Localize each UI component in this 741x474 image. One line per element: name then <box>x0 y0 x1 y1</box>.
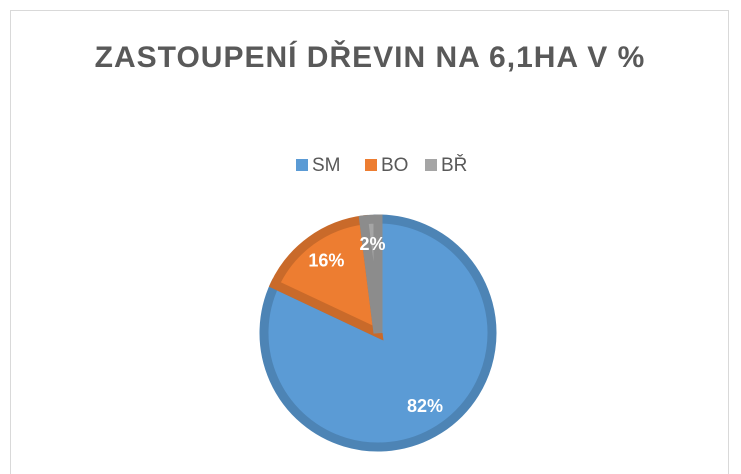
legend-swatch <box>365 159 377 171</box>
legend-swatch <box>425 159 437 171</box>
data-label: 2% <box>359 234 385 254</box>
pie-slice <box>268 214 384 341</box>
data-label: 16% <box>308 251 344 271</box>
legend-label: BŘ <box>441 154 467 176</box>
legend-label: BO <box>381 155 408 176</box>
legend-swatch <box>296 159 308 171</box>
chart-title: ZASTOUPENÍ DŘEVIN NA 6,1HA V % <box>94 41 646 74</box>
legend-label: SM <box>312 155 341 176</box>
pie-slice <box>358 214 383 334</box>
data-label: 82% <box>407 396 443 416</box>
